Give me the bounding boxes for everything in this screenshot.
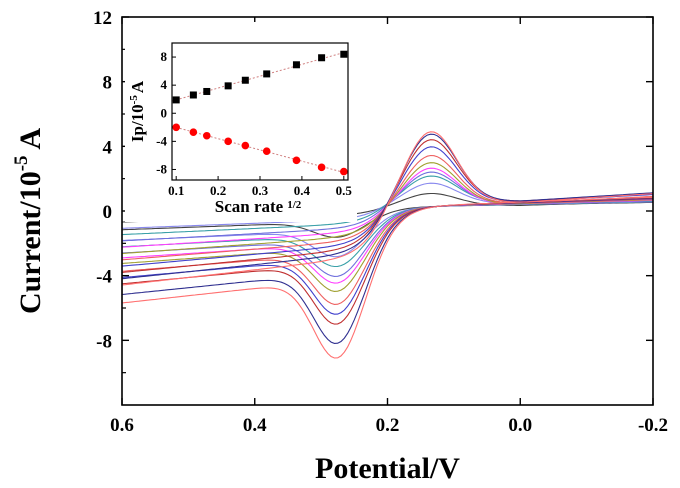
y-tick-label: -4 (96, 267, 112, 288)
inset-point-cathodic (172, 123, 180, 132)
inset-y-tick-label: 4 (161, 77, 168, 92)
inset-point-anodic (263, 70, 271, 78)
y-axis-title-base: Current/10 (14, 171, 47, 314)
inset-point-anodic (189, 91, 197, 99)
inset-x-tick-label: 0.4 (294, 183, 311, 198)
inset-points (172, 50, 348, 176)
inset-point-cathodic (224, 137, 232, 146)
cv-curve-line (122, 133, 653, 344)
inset-x-tick-label: 0.2 (210, 183, 226, 198)
main-axis-ticks: 0.6 0.4 0.2 0.0 -0.2 -8 -4 0 4 8 12 (93, 8, 668, 436)
cv-curve-line (122, 175, 653, 268)
y-tick-label: -8 (96, 331, 112, 352)
inset-point-anodic (241, 76, 249, 84)
cv-curve-line (122, 154, 653, 305)
x-tick-label: 0.4 (243, 415, 267, 436)
inset-x-tick-label: 0.3 (252, 183, 269, 198)
inset-chart: 0.1 0.2 0.3 0.4 0.5 -8 -4 0 4 8 Scan rate 1/2 Ip/1… (125, 22, 357, 222)
inset-point-cathodic (189, 128, 198, 137)
inset-y-axis-title: Ip/10-5 A (128, 80, 147, 142)
inset-y-axis-title-exponent: -5 (128, 95, 140, 105)
inset-point-cathodic (202, 131, 211, 140)
y-tick-label: 0 (103, 202, 113, 223)
x-tick-label: 0.2 (376, 415, 400, 436)
inset-point-anodic (203, 87, 211, 95)
inset-y-tick-label: -4 (156, 133, 167, 148)
inset-point-anodic (292, 61, 300, 69)
inset-x-axis-title-exponent: 1/2 (287, 199, 302, 211)
y-tick-label: 4 (103, 137, 113, 158)
inset-x-tick-label: 0.1 (168, 183, 184, 198)
x-tick-label: 0.6 (110, 415, 134, 436)
cv-curve-line (122, 131, 653, 359)
y-axis-title-exponent: -5 (11, 155, 32, 171)
y-axis-title: Current/10-5 A (11, 128, 47, 314)
inset-point-anodic (172, 96, 180, 104)
inset-x-axis-title: Scan rate 1/2 (215, 197, 302, 216)
inset-point-cathodic (292, 156, 301, 165)
inset-y-tick-label: -8 (156, 161, 167, 176)
inset-x-axis-title-base: Scan rate (215, 197, 284, 216)
x-axis-title: Potential/V (315, 452, 460, 485)
inset-y-axis-title-base: Ip/10 (128, 104, 147, 142)
cv-curve-line (122, 139, 653, 325)
inset-y-tick-label: 8 (161, 49, 168, 64)
inset-y-axis-title-unit: A (128, 80, 147, 93)
cv-curves (122, 131, 653, 359)
inset-point-cathodic (262, 147, 271, 155)
inset-axis-ticks: 0.1 0.2 0.3 0.4 0.5 -8 -4 0 4 8 (156, 49, 352, 198)
inset-y-tick-label: 0 (161, 105, 168, 120)
inset-point-cathodic (317, 163, 326, 172)
inset-point-cathodic (241, 141, 250, 150)
inset-point-anodic (224, 82, 232, 90)
y-axis-title-unit: A (14, 128, 47, 156)
inset-x-tick-label: 0.5 (336, 183, 353, 198)
y-tick-label: 12 (93, 8, 112, 29)
cv-curve-line (122, 146, 653, 315)
x-tick-label: -0.2 (638, 415, 668, 436)
y-tick-label: 8 (103, 73, 113, 94)
inset-point-anodic (318, 54, 326, 62)
inset-point-anodic (340, 50, 348, 58)
inset-point-cathodic (340, 167, 348, 176)
x-tick-label: 0.0 (508, 415, 532, 436)
